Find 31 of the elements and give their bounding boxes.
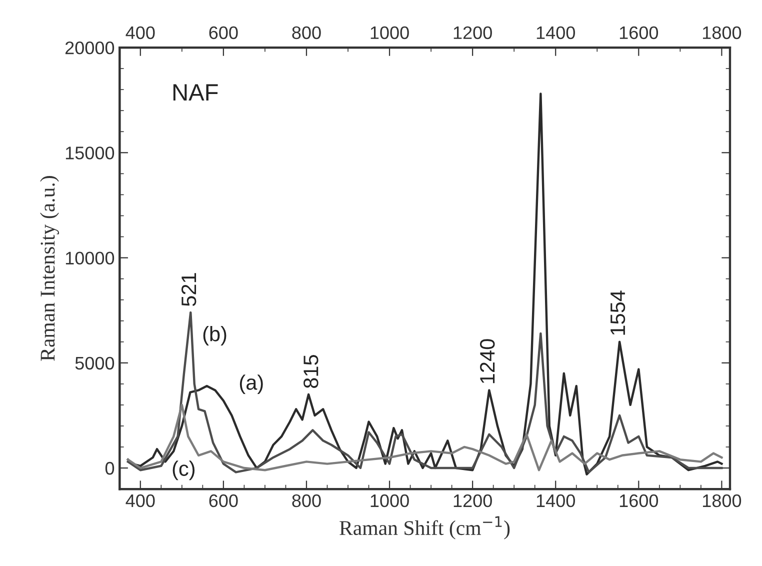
y-tick-label: 20000: [65, 41, 114, 54]
x2-tick-label: 1400: [536, 26, 575, 40]
annotation: (c): [172, 460, 195, 480]
x2-tick-label: 600: [209, 26, 238, 40]
annotation: 1240: [480, 339, 495, 384]
x-tick-label: 800: [292, 494, 321, 508]
x-tick-label: 1800: [702, 494, 742, 508]
x2-tick-label: 1600: [620, 26, 658, 40]
x-tick-label: 1600: [620, 494, 658, 508]
x-tick-label: 1400: [536, 494, 575, 508]
x2-tick-label: 400: [126, 26, 155, 40]
annotation: 521: [181, 273, 196, 306]
y-axis-title: Raman Intensity (a.u.): [40, 176, 60, 361]
annotation: 815: [304, 354, 318, 388]
x-tick-label: 400: [126, 494, 155, 508]
x-tick-label: 600: [209, 494, 238, 508]
y-tick-label: 5000: [75, 356, 114, 370]
x-tick-label: 1200: [454, 494, 492, 508]
x-axis-title: Raman Shift (cm$^{−1}$): [340, 516, 510, 540]
x2-tick-label: 1800: [702, 26, 742, 40]
x-tick-label: 1000: [370, 494, 409, 508]
annotation: (a): [240, 374, 263, 394]
x2-tick-label: 1000: [370, 26, 409, 40]
annotation: (b): [203, 326, 226, 346]
annotation: NAF: [173, 84, 218, 101]
x2-tick-label: 1200: [454, 26, 492, 40]
annotation: 1554: [610, 290, 626, 335]
x2-tick-label: 800: [292, 26, 321, 40]
y-tick-label: 10000: [66, 252, 114, 264]
y-tick-label: 15000: [66, 146, 114, 160]
y-tick-label: 0: [105, 462, 114, 475]
